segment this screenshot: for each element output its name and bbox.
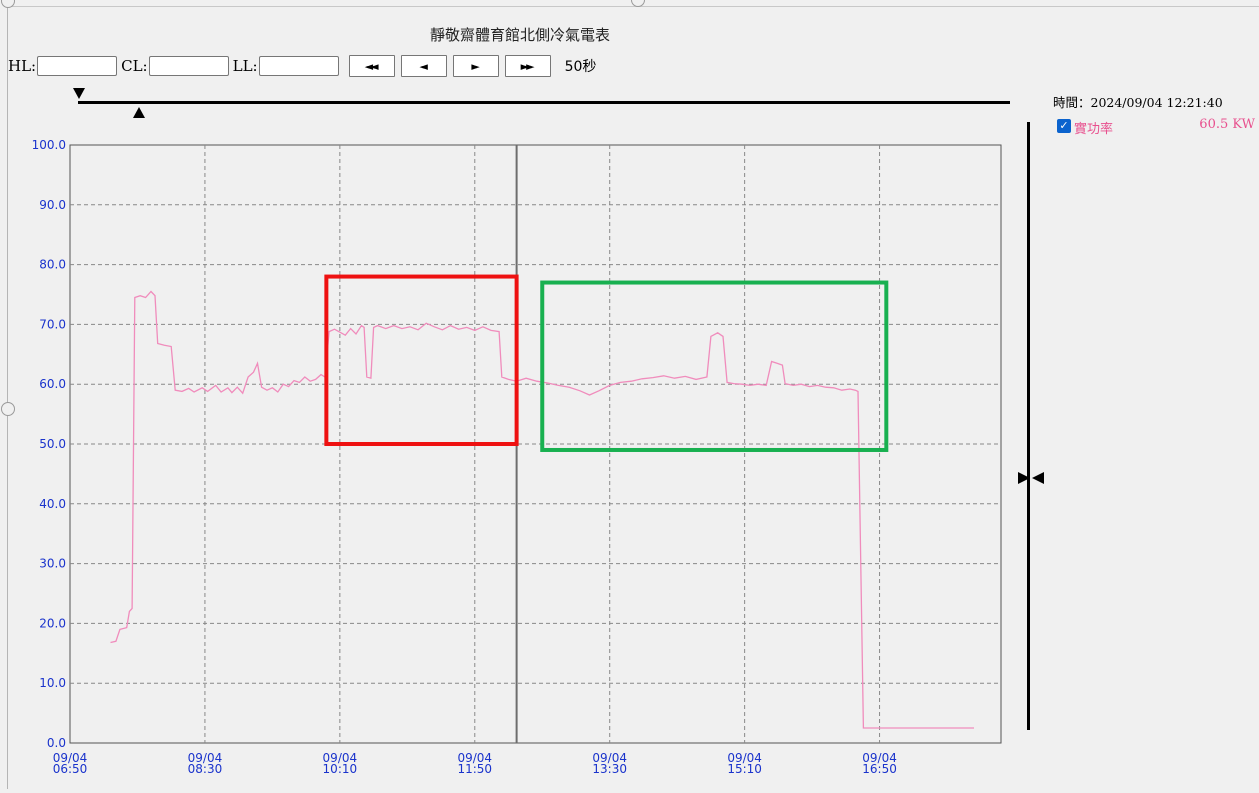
cursor-timestamp: 時間：2024/09/04 12:21:40: [1053, 95, 1223, 110]
limit-controls: HL: CL: LL: ◄◄ ◄ ► ►► 50秒: [8, 53, 596, 79]
x-tick-label-time: 08:30: [188, 762, 223, 776]
step-back-icon: ◄: [419, 59, 428, 73]
step-back-button[interactable]: ◄: [400, 55, 447, 77]
y-tick-label: 60.0: [39, 377, 66, 391]
fast-forward-button[interactable]: ►►: [504, 55, 551, 77]
interval-label: 50秒: [564, 59, 597, 75]
y-tick-label: 0.0: [47, 736, 66, 750]
x-tick-label-time: 11:50: [457, 762, 492, 776]
range-start-marker-icon[interactable]: [73, 88, 85, 99]
power-line-chart: 100.0 90.0 80.0 70.0 60.0 50.0 40.0 30.0 20.0 10.…: [32, 138, 1002, 776]
highlight-box-red: [324, 274, 519, 446]
corner-handle-left-middle[interactable]: [1, 402, 15, 416]
x-tick-label-time: 16:50: [862, 762, 897, 776]
x-tick-label-date: 09/04: [592, 751, 627, 765]
y-tick-label: 100.0: [32, 138, 66, 152]
ll-label: LL:: [232, 57, 258, 75]
x-tick-label-date: 09/04: [188, 751, 223, 765]
ll-input[interactable]: [258, 56, 339, 76]
y-tick-label: 50.0: [39, 437, 66, 451]
x-tick-label-date: 09/04: [727, 751, 762, 765]
scale-handle-icon[interactable]: [1016, 470, 1046, 486]
legend-item: ✓ 實功率 60.5 KW: [1057, 117, 1257, 137]
legend-series-value: 60.5 KW: [1199, 117, 1255, 132]
hl-input[interactable]: [37, 56, 118, 76]
y-tick-label: 90.0: [39, 198, 66, 212]
time-range-slider[interactable]: [78, 101, 1010, 104]
highlight-box-green: [540, 280, 889, 452]
play-button[interactable]: ►: [452, 55, 499, 77]
y-tick-label: 20.0: [39, 616, 66, 630]
x-tick-label-date: 09/04: [53, 751, 88, 765]
y-tick-label: 30.0: [39, 557, 66, 571]
x-tick-label-time: 13:30: [592, 762, 627, 776]
y-tick-label: 70.0: [39, 317, 66, 331]
fast-forward-icon: ►►: [520, 59, 535, 73]
y-tick-label: 80.0: [39, 258, 66, 272]
vertical-scale-slider[interactable]: [1027, 122, 1030, 730]
y-tick-label: 10.0: [39, 676, 66, 690]
y-tick-label: 40.0: [39, 497, 66, 511]
x-tick-label-time: 15:10: [727, 762, 762, 776]
cl-label: CL:: [121, 57, 148, 75]
display-frame: [7, 6, 1259, 789]
legend-checkbox[interactable]: ✓: [1057, 119, 1071, 133]
hl-label: HL:: [8, 57, 37, 75]
series-line-real-power: [110, 290, 974, 729]
fast-rewind-icon: ◄◄: [364, 59, 379, 73]
range-position-marker-icon[interactable]: [133, 107, 145, 118]
fast-rewind-button[interactable]: ◄◄: [348, 55, 395, 77]
play-icon: ►: [471, 59, 480, 73]
page-title: 靜敬齋體育館北側冷氣電表: [429, 26, 610, 44]
x-tick-label-date: 09/04: [323, 751, 358, 765]
x-tick-label-date: 09/04: [457, 751, 492, 765]
x-tick-label-time: 10:10: [323, 762, 358, 776]
x-tick-label-time: 06:50: [53, 762, 88, 776]
x-tick-label-date: 09/04: [862, 751, 897, 765]
cl-input[interactable]: [148, 56, 229, 76]
legend-series-name: 實功率: [1074, 122, 1114, 137]
